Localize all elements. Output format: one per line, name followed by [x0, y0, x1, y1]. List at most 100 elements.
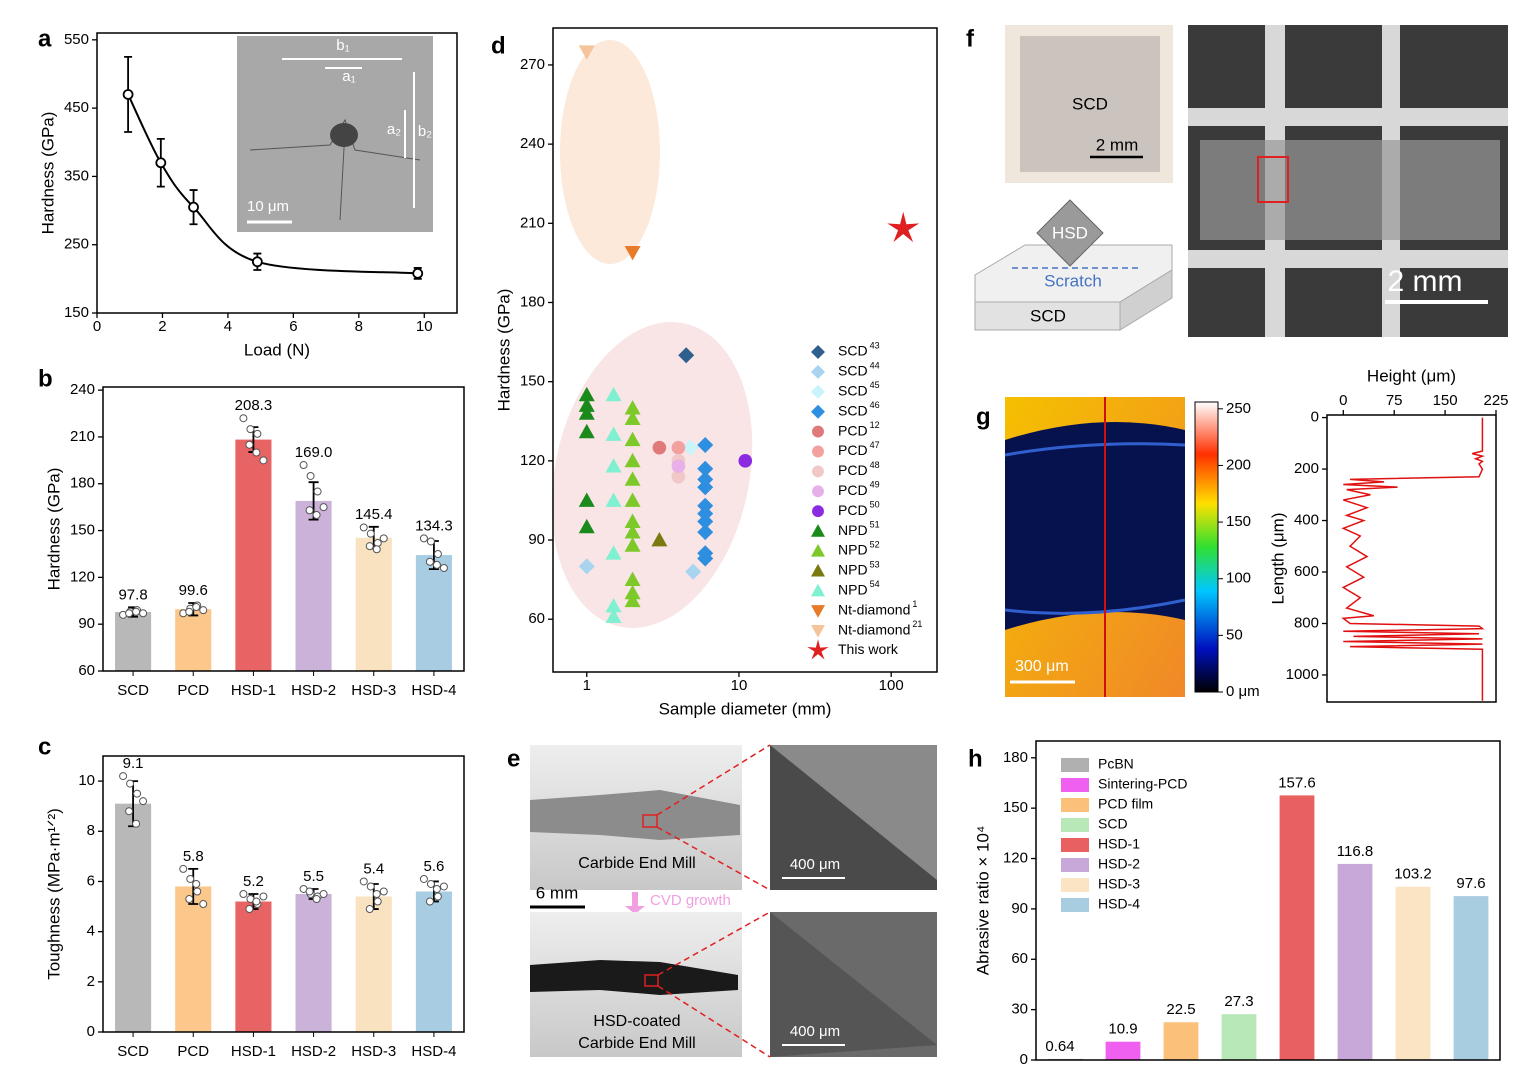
legend-ref: 47: [870, 440, 880, 450]
point: [359, 877, 368, 886]
y-tick-label: 210: [520, 214, 545, 231]
legend-swatch: [1061, 818, 1089, 832]
point: [578, 558, 595, 575]
point: [624, 592, 641, 608]
x-axis-label: Height (μm): [1367, 366, 1456, 385]
value-label: 27.3: [1224, 993, 1253, 1010]
legend-label: HSD-1: [1098, 836, 1140, 852]
bar: [355, 537, 392, 671]
bar: [115, 612, 152, 671]
point: [139, 797, 148, 806]
value-label: 5.8: [183, 848, 204, 865]
point: [299, 461, 308, 470]
caption: Carbide End Mill: [578, 1035, 695, 1052]
y-tick-label: 60: [1011, 950, 1028, 967]
point: [624, 584, 641, 600]
y-tick-label: 150: [1003, 799, 1028, 816]
point: [179, 864, 188, 873]
scratch-label: Scratch: [1044, 271, 1102, 290]
point: [185, 607, 194, 616]
legend-swatch: [1061, 878, 1089, 892]
point: [253, 429, 262, 438]
y-tick-label: 4: [87, 923, 95, 940]
scale-label: 400 μm: [790, 856, 840, 873]
x-tick-label: HSD-3: [351, 682, 396, 699]
legend-swatch: [1061, 798, 1089, 812]
y-tick-label: 270: [520, 56, 545, 73]
legend-label: HSD-3: [1098, 876, 1140, 892]
x-tick-label: 10: [416, 318, 433, 335]
value-label: 10.9: [1108, 1021, 1137, 1038]
point: [697, 524, 714, 541]
point: [139, 609, 148, 618]
point: [126, 779, 135, 788]
photo-label: SCD: [1072, 94, 1108, 113]
colorbar: [1194, 401, 1219, 693]
value-label: 145.4: [355, 506, 393, 523]
point: [578, 405, 595, 420]
y-axis-label: Hardness (GPa): [494, 289, 513, 412]
legend-marker: [811, 544, 825, 557]
point: [239, 890, 248, 898]
value-label: 134.3: [415, 517, 453, 534]
panel-label: a: [38, 25, 52, 52]
legend-ref: 43: [870, 340, 880, 350]
y-tick-label: 800: [1294, 614, 1319, 631]
point: [319, 890, 328, 898]
point: [319, 503, 328, 512]
scale-label: 300 μm: [1015, 658, 1069, 675]
colorbar-label: 50: [1226, 626, 1243, 643]
bar: [1395, 886, 1431, 1060]
x-tick-label: HSD-3: [351, 1043, 396, 1060]
panel-label: b: [38, 365, 53, 392]
legend-label: SCD: [838, 363, 868, 379]
point: [624, 400, 641, 415]
legend-marker: [811, 583, 825, 597]
value-label: 22.5: [1166, 1001, 1195, 1018]
x-tick-label: SCD: [117, 1043, 149, 1060]
y-axis-label: Hardness (GPa): [38, 112, 57, 235]
point: [245, 440, 254, 449]
point: [305, 506, 314, 515]
legend-swatch: [1061, 858, 1089, 872]
x-axis-label: Sample diameter (mm): [659, 699, 832, 718]
bar: [1279, 795, 1315, 1060]
point: [306, 471, 315, 480]
point: [366, 882, 375, 891]
x-tick-label: HSD-4: [411, 1043, 456, 1060]
value-label: 97.8: [118, 586, 147, 603]
bar: [1337, 863, 1373, 1060]
x-tick-label: PCD: [177, 1043, 209, 1060]
point: [132, 819, 141, 828]
value-label: 5.5: [303, 868, 324, 885]
legend-label: This work: [838, 641, 899, 657]
legend-label: HSD-4: [1098, 896, 1140, 912]
value-label: 97.6: [1456, 875, 1485, 892]
y-tick-label: 180: [1003, 749, 1028, 766]
legend-marker: [811, 404, 825, 419]
point: [697, 550, 714, 567]
point: [624, 471, 641, 486]
x-tick-label: 75: [1386, 392, 1403, 409]
legend-label: PCD: [838, 442, 868, 458]
legend-ref: 44: [870, 360, 880, 370]
y-tick-label: 0: [87, 1023, 95, 1040]
point: [185, 895, 194, 904]
point: [239, 414, 248, 423]
point: [412, 267, 424, 279]
point: [425, 897, 434, 906]
y-tick-label: 550: [64, 31, 89, 48]
photo-panel: [974, 25, 1508, 337]
point: [419, 874, 428, 883]
point: [365, 542, 374, 551]
legend-ref: 45: [870, 380, 880, 390]
bar: [235, 901, 272, 1032]
colorbar-label: 0 μm: [1226, 683, 1260, 700]
x-tick-label: 4: [224, 318, 232, 335]
legend-label: NPD: [838, 562, 868, 578]
y-tick-label: 600: [1294, 563, 1319, 580]
y-tick-label: 120: [70, 568, 95, 585]
legend-label: PCD: [838, 422, 868, 438]
plot-frame: [102, 755, 465, 1033]
